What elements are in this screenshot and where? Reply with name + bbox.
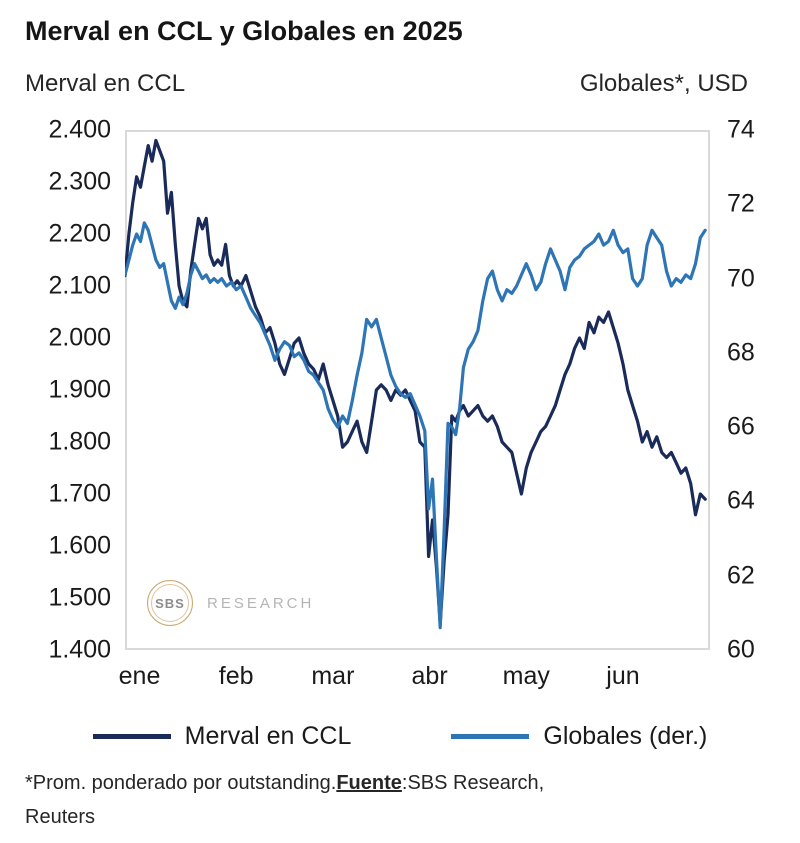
ytick-right-label: 68 — [727, 338, 755, 367]
ytick-left-label: 1.700 — [48, 479, 111, 508]
ytick-right-label: 72 — [727, 189, 755, 218]
ytick-left-label: 1.800 — [48, 427, 111, 456]
ytick-left-label: 2.300 — [48, 167, 111, 196]
sbs-logo-text: SBS — [155, 595, 185, 611]
series-line-left — [125, 138, 707, 626]
footnote-line-2: Reuters — [25, 806, 96, 828]
x-tick-label: jun — [606, 662, 640, 690]
x-tick-label: mar — [311, 662, 355, 690]
ytick-left-label: 2.100 — [48, 271, 111, 300]
sbs-research-watermark: SBS RESEARCH — [147, 580, 314, 626]
watermark-label: RESEARCH — [207, 594, 315, 612]
footnote-suffix: :SBS Research, — [401, 772, 545, 794]
legend-label-globales: Globales (der.) — [543, 722, 708, 750]
ytick-right-label: 74 — [727, 115, 755, 144]
merval-line-swatch — [92, 734, 171, 739]
ytick-left-label: 1.600 — [48, 531, 111, 560]
ytick-left-label: 1.500 — [48, 583, 111, 612]
x-tick-label: abr — [411, 662, 448, 690]
series-line-right — [125, 221, 707, 630]
footnote-prefix: *Prom. ponderado por outstanding. — [25, 772, 337, 794]
ytick-left-label: 2.200 — [48, 219, 111, 248]
ytick-right-label: 64 — [727, 486, 755, 515]
left-axis-ticks: 2.400 2.300 2.200 2.100 2.000 1.900 1.800 1.700… — [0, 116, 111, 664]
ytick-left-label: 2.000 — [48, 323, 111, 352]
ytick-left-label: 2.400 — [48, 115, 111, 144]
x-tick-label: ene — [118, 662, 161, 690]
ytick-right-label: 70 — [727, 264, 755, 293]
legend-label-merval: Merval en CCL — [184, 722, 352, 750]
legend-item-globales: Globales (der.) — [451, 722, 707, 751]
globales-line-swatch — [451, 734, 530, 739]
x-tick-label: may — [502, 662, 550, 690]
ytick-left-label: 1.400 — [48, 635, 111, 664]
footnote-line-1: *Prom. ponderado por outstanding.Fuente:… — [25, 766, 770, 800]
footnote: *Prom. ponderado por outstanding.Fuente:… — [25, 766, 770, 834]
ytick-right-label: 60 — [727, 635, 755, 664]
footnote-fuente: Fuente — [336, 772, 402, 794]
x-axis-ticks: ene feb mar abr may jun — [119, 660, 710, 696]
chart-title: Merval en CCL y Globales en 2025 — [25, 16, 463, 46]
legend-item-merval: Merval en CCL — [92, 722, 352, 751]
right-axis-title: Globales*, USD — [579, 70, 748, 97]
ytick-right-label: 62 — [727, 561, 755, 590]
line-chart-canvas — [125, 138, 707, 630]
x-tick-label: feb — [218, 662, 254, 690]
right-axis-ticks: 74 72 70 68 66 64 62 60 — [727, 116, 797, 664]
legend: Merval en CCL Globales (der.) — [0, 722, 800, 751]
ytick-left-label: 1.900 — [48, 375, 111, 404]
plot-area: SBS RESEARCH — [125, 130, 710, 650]
sbs-logo-icon: SBS — [147, 580, 193, 626]
ytick-right-label: 66 — [727, 412, 755, 441]
left-axis-title: Merval en CCL — [25, 70, 186, 97]
